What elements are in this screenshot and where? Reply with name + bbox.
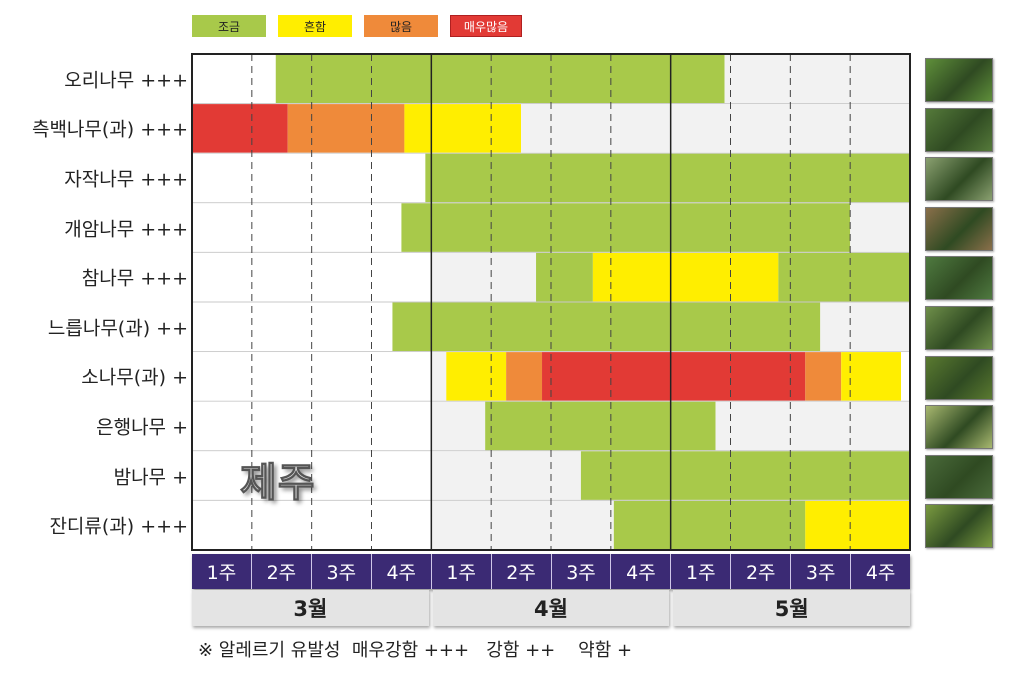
heat-cell-r8-s3 [485,401,716,451]
week-tick-label: 2주 [252,554,312,589]
heat-cell-r1-s1 [192,54,276,104]
heat-cell-r7-s2 [431,352,447,401]
heat-cell-r2-s3 [404,104,522,153]
heat-cell-r7-s4 [506,352,543,401]
ginkgo-leaves-photo [925,405,993,450]
grass-photo [925,504,993,549]
row-label: 잔디류(과) +++ [49,515,188,538]
heat-cell-r9-s3 [580,451,910,500]
plot-frame [191,53,911,551]
week-tick-label: 1주 [432,554,492,589]
birch-trunks-photo [925,157,993,202]
heat-cell-r7-s8 [901,352,910,401]
chestnut-flowers-photo [925,454,993,499]
row-label: 오리나무 +++ [64,69,188,92]
month-axis: 3월 4월 5월 [192,590,911,626]
cypress-branch-photo [925,107,993,152]
alder-leaves-photo [925,58,993,102]
legend-item-1: 조금 [192,15,266,37]
week-tick-label: 3주 [312,554,372,589]
allergenicity-note: ※ 알레르기 유발성 매우강함 +++ 강함 ++ 약함 + [198,640,633,661]
row-label: 자작나무 +++ [64,168,188,191]
heat-cell-r2-s4 [521,104,910,153]
week-tick-label: 2주 [731,554,792,589]
row-label: 개암나무 +++ [64,218,188,241]
heat-cell-r7-s3 [446,352,507,401]
heat-cell-r5-s4 [592,252,779,302]
legend-item-2: 흔함 [278,15,352,37]
heat-cell-r6-s2 [392,302,821,352]
heat-cell-r1-s2 [275,54,725,104]
heat-cell-r3-s1 [192,153,426,203]
heat-cell-r4-s1 [192,203,402,252]
pine-cones-photo [925,355,993,400]
row-label: 소나무(과) + [81,366,188,389]
week-tick-label: 2주 [492,554,552,589]
heat-cell-r8-s2 [431,401,486,451]
oak-leaves-photo [925,256,993,301]
week-tick-label: 4주 [865,562,896,584]
week-tick-label: 4주 [372,554,432,589]
heat-cell-r4-s3 [850,203,910,252]
heat-cell-r7-s6 [805,352,842,401]
heat-cell-r2-s2 [287,104,405,153]
elm-seeds-photo [925,306,993,350]
legend-item-3: 많음 [364,15,438,37]
heat-cell-r5-s3 [536,252,593,302]
week-tick-label: 1주 [671,554,732,589]
heat-cell-r7-s5 [542,352,806,401]
heat-cell-r10-s4 [805,500,910,550]
row-label: 참나무 +++ [81,267,188,290]
heat-cell-r9-s2 [431,451,581,500]
heat-cell-r2-s1 [192,104,288,153]
heat-cell-r6-s3 [820,302,910,352]
region-label: 제주 [240,460,316,507]
heat-cell-r1-s3 [724,54,910,104]
heat-cell-r5-s2 [431,252,537,302]
heat-cell-r10-s2 [431,500,614,550]
heat-cell-r3-s2 [425,153,910,203]
hazel-catkins-photo [925,206,993,251]
heat-cell-r4-s2 [401,203,851,252]
month-label: 3월 [192,590,429,626]
heat-cell-r7-s7 [841,352,902,401]
month-label: 5월 [673,590,911,626]
heat-cell-r5-s5 [778,252,910,302]
row-label: 은행나무 + [96,416,188,439]
week-tick-label: 3주 [552,554,612,589]
week-tick-label: 4주 [611,554,672,589]
row-label: 밤나무 + [113,466,188,489]
week-axis: 1주 2주 3주 4주 1주 2주 3주 4주 1주 2주 3주 4주 [192,554,910,589]
row-label: 느릅나무(과) ++ [47,317,188,340]
week-tick-label: 1주 [192,554,252,589]
heat-cell-r10-s3 [613,500,806,550]
legend-item-4: 매우많음 [450,15,522,37]
week-tick-label: 3주 [791,554,852,589]
row-label: 측백나무(과) +++ [31,118,188,141]
heat-cell-r6-s1 [192,302,393,352]
month-label: 4월 [432,590,670,626]
heat-cell-r8-s4 [715,401,910,451]
